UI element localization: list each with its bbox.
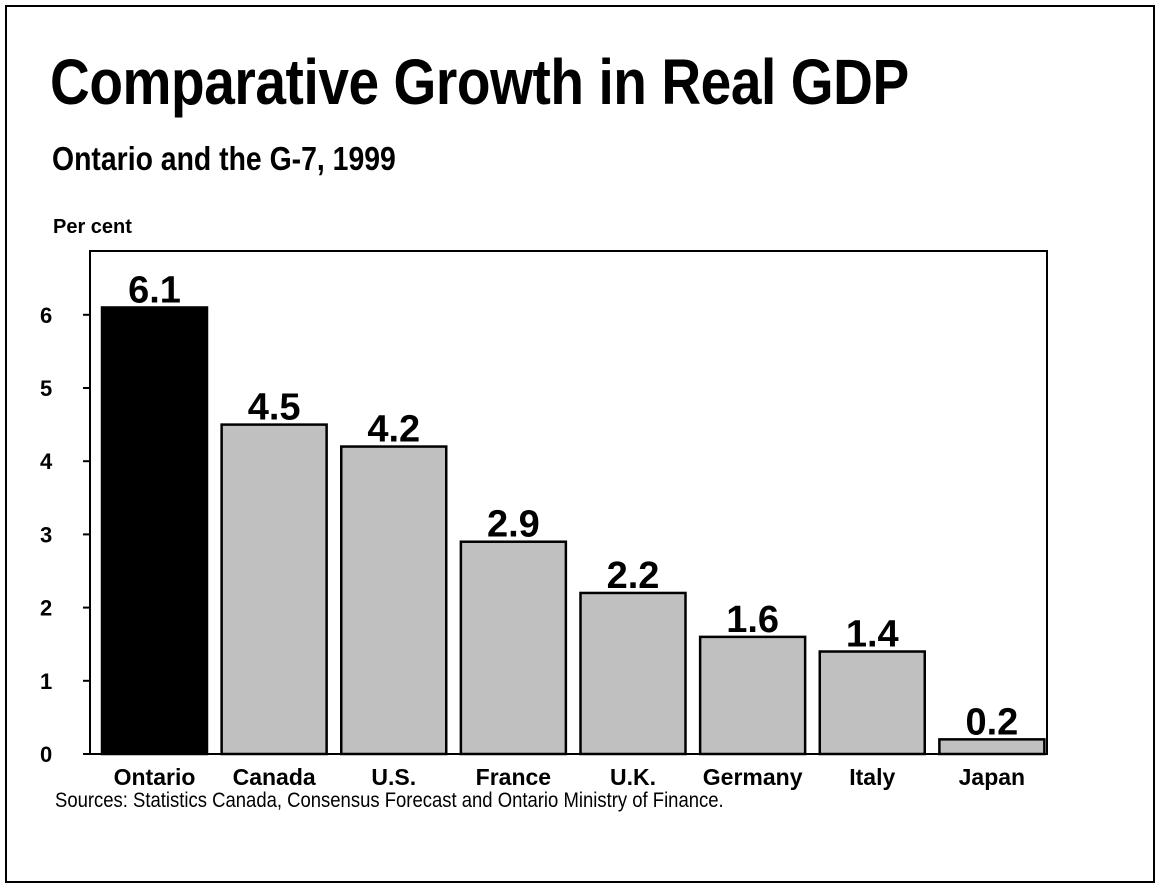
bars-group: 6.1 4.5 4.2 2.9 2.2 1.6 1.4 0.2 — [100, 269, 1046, 756]
category-label: France — [476, 764, 551, 790]
data-label: 1.6 — [726, 599, 779, 641]
data-label: 2.9 — [487, 504, 540, 546]
y-axis: 0 1 2 3 4 5 6 — [40, 303, 90, 767]
data-label: 1.4 — [846, 614, 899, 656]
y-tick-label: 2 — [40, 596, 52, 621]
bar-canada — [220, 423, 328, 756]
bar-italy — [818, 650, 926, 756]
category-label: Canada — [233, 764, 316, 790]
bar-ontario — [100, 306, 209, 756]
data-label: 0.2 — [965, 701, 1018, 743]
data-label: 6.1 — [128, 269, 181, 311]
category-label: Ontario — [114, 764, 196, 790]
chart-subtitle: Ontario and the G-7, 1999 — [52, 140, 396, 177]
bar-germany — [698, 635, 807, 756]
y-tick-label: 5 — [40, 376, 52, 401]
bar-france — [459, 540, 568, 756]
y-tick-label: 0 — [40, 742, 52, 767]
y-tick-label: 4 — [40, 449, 53, 474]
y-tick-label: 1 — [40, 669, 52, 694]
category-label: U.K. — [610, 764, 656, 790]
category-label: Italy — [849, 764, 895, 790]
data-label: 2.2 — [607, 555, 660, 597]
bar-japan — [938, 738, 1046, 756]
data-label: 4.5 — [248, 387, 301, 429]
y-tick-label: 3 — [40, 522, 52, 547]
y-axis-label: Per cent — [53, 216, 132, 238]
chart-title: Comparative Growth in Real GDP — [50, 46, 909, 118]
x-axis: Ontario Canada U.S. France U.K. Germany Italy J… — [114, 764, 1026, 790]
bar-u-s — [340, 445, 448, 756]
category-label: U.S. — [371, 764, 416, 790]
category-label: Germany — [703, 764, 803, 790]
bar-u-k — [579, 591, 687, 756]
category-label: Japan — [959, 764, 1025, 790]
source-note: Sources: Statistics Canada, Consensus Fo… — [55, 789, 724, 812]
data-label: 4.2 — [367, 409, 420, 451]
y-tick-label: 6 — [40, 303, 52, 328]
